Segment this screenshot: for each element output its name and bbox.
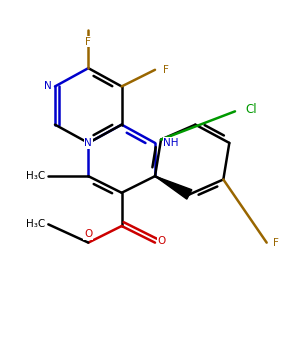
Text: H₃C: H₃C <box>26 171 45 181</box>
Text: H₃C: H₃C <box>26 220 45 229</box>
Text: F: F <box>163 65 169 75</box>
Text: O: O <box>158 236 166 246</box>
Text: Cl: Cl <box>245 103 256 116</box>
Text: N: N <box>44 81 52 91</box>
Text: O: O <box>84 229 92 239</box>
Text: F: F <box>273 238 279 248</box>
Text: N: N <box>85 138 92 148</box>
Polygon shape <box>155 176 192 199</box>
Text: F: F <box>85 37 91 46</box>
Text: NH: NH <box>163 138 179 148</box>
